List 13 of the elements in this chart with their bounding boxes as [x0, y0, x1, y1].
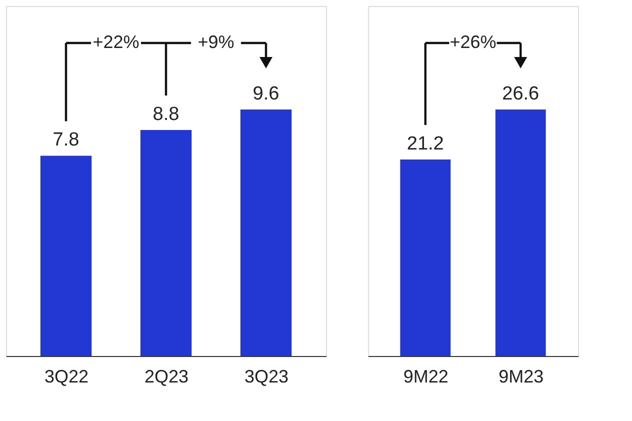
x-tick-label: 3Q22 — [44, 366, 89, 386]
x-tick-label: 3Q23 — [244, 366, 289, 386]
text: +22% — [92, 32, 140, 52]
data-label: 7.8 — [52, 130, 80, 151]
x-tick-label: 9M22 — [403, 366, 448, 386]
data-label: 8.8 — [152, 104, 180, 126]
x-tick-label: 2Q23 — [144, 366, 189, 386]
text: +9% — [198, 32, 234, 52]
data-label: 21.2 — [406, 134, 444, 155]
data-label: 9.6 — [252, 84, 280, 105]
data-label: 26.6 — [502, 84, 540, 105]
x-tick-label: 9M23 — [498, 366, 544, 386]
text: +26% — [450, 32, 496, 52]
